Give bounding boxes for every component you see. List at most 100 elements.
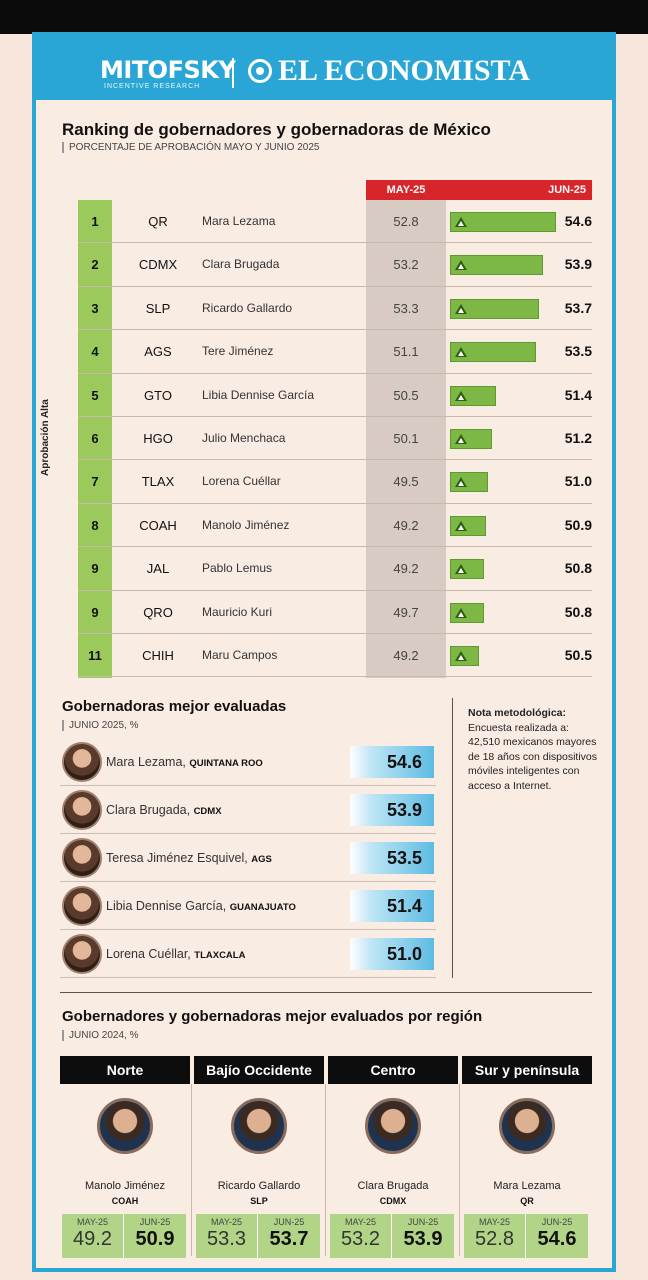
ranking-row: 9 JAL Pablo Lemus 49.2 50.8 <box>78 547 592 591</box>
best-governors-subtitle: JUNIO 2025, % <box>62 720 138 731</box>
up-arrow-icon <box>455 651 467 661</box>
may-label: MAY-25 <box>478 1217 511 1227</box>
may-value: 53.3 <box>207 1228 246 1250</box>
ranking-row: 1 QR Mara Lezama 52.8 54.6 <box>78 200 592 244</box>
jun-bar <box>450 602 485 623</box>
region-separator <box>191 1084 192 1256</box>
may-value: 49.2 <box>73 1228 112 1250</box>
economista-circle-icon <box>248 59 272 83</box>
governor-state: GUANAJUATO <box>229 902 296 913</box>
region-header: Centro <box>328 1056 458 1084</box>
governor-label: Clara Brugada, CDMX <box>106 786 222 836</box>
governor-name: Clara Brugada, <box>106 803 191 817</box>
avatar <box>62 838 102 878</box>
up-arrow-icon <box>455 303 467 314</box>
region-values: MAY-25 53.2 JUN-25 53.9 <box>330 1214 454 1258</box>
region-separator <box>459 1084 460 1256</box>
governor-state: QR <box>520 1196 534 1206</box>
ranking-row: 8 COAH Manolo Jiménez 49.2 50.9 <box>78 504 592 548</box>
ranking-title: Ranking de gobernadores y gobernadoras d… <box>62 120 491 139</box>
rank-number: 8 <box>91 517 99 533</box>
governor-name: Mara Lezama <box>493 1180 561 1192</box>
governor-name: Clara Brugada <box>202 257 280 272</box>
up-arrow-icon <box>455 520 467 531</box>
jun-label: JUN-25 <box>407 1217 439 1227</box>
may-value: 49.2 <box>393 648 419 663</box>
governor-state: QUINTANA ROO <box>189 758 263 769</box>
state-code: HGO <box>143 431 173 446</box>
may-value: 52.8 <box>393 214 419 229</box>
region-separator <box>325 1084 326 1256</box>
governor-photo <box>499 1098 555 1154</box>
state-code: AGS <box>144 344 172 360</box>
state-code: TLAX <box>141 474 175 490</box>
governor-label: Mara Lezama, QUINTANA ROO <box>106 738 263 788</box>
region-header: Norte <box>60 1056 190 1084</box>
governor-state: CDMX <box>379 1196 407 1206</box>
governor-name: Mara Lezama, <box>106 755 186 769</box>
governor-name: Pablo Lemus <box>202 561 273 576</box>
regions-subtitle: JUNIO 2024, % <box>62 1030 138 1041</box>
approval-value: 53.5 <box>350 842 434 874</box>
governor-photo <box>365 1098 421 1154</box>
state-code: JAL <box>146 561 170 577</box>
may-value: 51.1 <box>393 344 419 360</box>
approval-value: 53.9 <box>350 794 434 826</box>
region-values: MAY-25 53.3 JUN-25 53.7 <box>196 1214 320 1258</box>
governor-state: CDMX <box>193 806 222 817</box>
ranking-row: 6 HGO Julio Menchaca 50.1 51.2 <box>78 417 592 461</box>
state-code: CHIH <box>142 648 174 663</box>
infographic-frame: MITOFSKY INCENTIVE RESEARCH EL ECONOMIST… <box>32 32 616 1272</box>
region-header: Bajío Occidente <box>194 1056 324 1084</box>
regions-title: Gobernadores y gobernadoras mejor evalua… <box>62 1008 483 1025</box>
jun-value: 53.9 <box>564 256 592 273</box>
governor-name: Libia Dennise García, <box>106 899 227 913</box>
approval-value: 51.4 <box>350 890 434 922</box>
state-code: COAH <box>139 517 177 533</box>
jun-bar <box>450 646 479 666</box>
avatar <box>62 934 102 974</box>
mitofsky-tagline: INCENTIVE RESEARCH <box>104 83 201 90</box>
jun-bar <box>450 472 488 493</box>
jun-value: 50.8 <box>564 603 592 620</box>
jun-bar <box>450 515 487 536</box>
may-value: 53.2 <box>393 257 419 273</box>
up-arrow-icon <box>455 347 467 358</box>
jun-cell: JUN-25 53.9 <box>392 1214 454 1258</box>
may-value: 52.8 <box>475 1228 514 1250</box>
brand-header: MITOFSKY INCENTIVE RESEARCH EL ECONOMIST… <box>36 36 612 100</box>
jun-cell: JUN-25 54.6 <box>526 1214 588 1258</box>
governor-photo <box>231 1098 287 1154</box>
region-header: Sur y península <box>462 1056 592 1084</box>
governor-state: AGS <box>251 854 272 865</box>
state-code: SLP <box>145 300 171 316</box>
governor-row: Teresa Jiménez Esquivel, AGS 53.5 <box>60 834 436 882</box>
may-cell: MAY-25 49.2 <box>62 1214 124 1258</box>
may-label: MAY-25 <box>76 1217 109 1227</box>
state-code: QR <box>148 214 168 229</box>
governor-name: Mauricio Kuri <box>202 604 273 619</box>
ranking-row: 3 SLP Ricardo Gallardo 53.3 53.7 <box>78 287 592 331</box>
governor-name: Lorena Cuéllar <box>202 474 281 489</box>
avatar <box>62 790 102 830</box>
el-economista-logo: EL ECONOMISTA <box>248 54 530 88</box>
approval-value: 54.6 <box>350 746 434 778</box>
jun-bar <box>450 212 557 232</box>
rank-number: 4 <box>91 344 99 360</box>
note-body: Encuesta realizada a: 42,510 mexicanos m… <box>468 721 597 792</box>
may-column-background <box>366 200 446 678</box>
jun-value: 50.9 <box>564 516 592 533</box>
jun-value: 50.8 <box>564 560 592 577</box>
avatar <box>62 742 102 782</box>
ranking-row: 2 CDMX Clara Brugada 53.2 53.9 <box>78 243 592 287</box>
governor-name: Clara Brugada <box>357 1180 429 1192</box>
jun-value: 53.5 <box>564 343 592 360</box>
may-value: 50.5 <box>393 387 419 403</box>
ranking-row: 11 CHIH Maru Campos 49.2 50.5 <box>78 634 592 678</box>
jun-value: 54.6 <box>537 1228 577 1250</box>
governor-state: SLP <box>250 1196 268 1206</box>
jun-bar <box>450 385 496 406</box>
governor-name: Ricardo Gallardo <box>217 1180 301 1192</box>
state-code: QRO <box>143 604 173 620</box>
ranking-subtitle: PORCENTAJE DE APROBACIÓN MAYO Y JUNIO 20… <box>62 142 319 153</box>
